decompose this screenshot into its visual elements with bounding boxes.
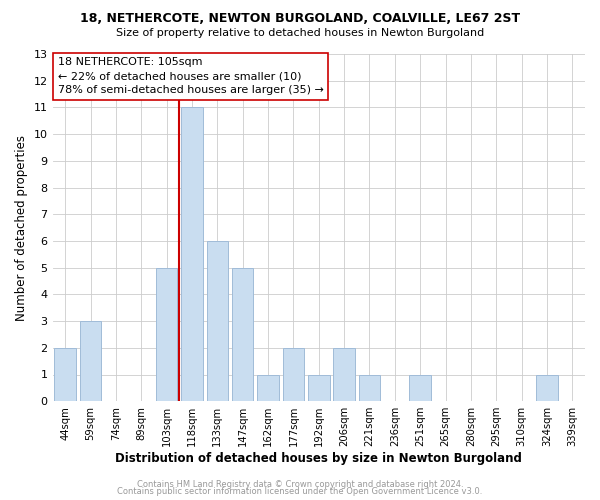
Text: Contains HM Land Registry data © Crown copyright and database right 2024.: Contains HM Land Registry data © Crown c… bbox=[137, 480, 463, 489]
Bar bbox=[409, 374, 431, 401]
Bar bbox=[334, 348, 355, 401]
Bar bbox=[359, 374, 380, 401]
Bar bbox=[283, 348, 304, 401]
Text: 18, NETHERCOTE, NEWTON BURGOLAND, COALVILLE, LE67 2ST: 18, NETHERCOTE, NEWTON BURGOLAND, COALVI… bbox=[80, 12, 520, 26]
Bar bbox=[55, 348, 76, 401]
Text: Size of property relative to detached houses in Newton Burgoland: Size of property relative to detached ho… bbox=[116, 28, 484, 38]
Bar bbox=[181, 108, 203, 401]
X-axis label: Distribution of detached houses by size in Newton Burgoland: Distribution of detached houses by size … bbox=[115, 452, 522, 465]
Bar bbox=[308, 374, 329, 401]
Bar bbox=[257, 374, 279, 401]
Text: Contains public sector information licensed under the Open Government Licence v3: Contains public sector information licen… bbox=[118, 487, 482, 496]
Bar bbox=[232, 268, 253, 401]
Y-axis label: Number of detached properties: Number of detached properties bbox=[15, 134, 28, 320]
Bar bbox=[156, 268, 178, 401]
Text: 18 NETHERCOTE: 105sqm
← 22% of detached houses are smaller (10)
78% of semi-deta: 18 NETHERCOTE: 105sqm ← 22% of detached … bbox=[58, 58, 324, 96]
Bar bbox=[206, 241, 228, 401]
Bar bbox=[80, 321, 101, 401]
Bar bbox=[536, 374, 558, 401]
